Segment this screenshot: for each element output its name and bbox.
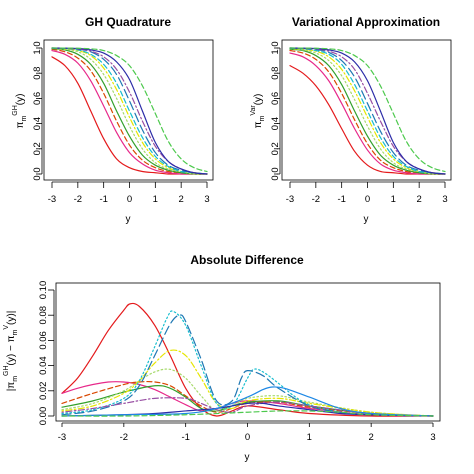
x-axis-label: y: [364, 214, 369, 225]
y-tick-label: 0.6: [32, 92, 43, 105]
x-tick-label: -2: [74, 194, 82, 205]
x-tick-label: -3: [286, 194, 294, 205]
y-tick-label: 0.0: [270, 167, 281, 180]
y-axis-label: |πmGH(y) − πmV(y)|: [3, 311, 19, 392]
y-tick-label: 0.4: [270, 117, 281, 130]
x-tick-label: 3: [204, 194, 209, 205]
series-line: [51, 47, 208, 173]
series-line: [61, 397, 434, 417]
y-tick-label: 0.06: [38, 331, 49, 350]
series-line: [61, 381, 434, 417]
x-axis-label: y: [245, 452, 250, 463]
series-line: [289, 48, 446, 175]
y-tick-label: 0.08: [38, 306, 49, 325]
variational-approximation-panel: Variational Approximation y πmVar(y) -3-…: [250, 15, 452, 225]
y-tick-label: 0.00: [38, 407, 49, 426]
series-line: [61, 386, 434, 417]
y-tick-label: 0.8: [32, 67, 43, 80]
y-axis: 0.0 0.2 0.4 0.6 0.8 1.0: [270, 41, 281, 180]
y-tick-label: 0.04: [38, 356, 49, 375]
series-line: [51, 47, 208, 175]
y-tick-label: 0.4: [32, 117, 43, 130]
y-axis-label: πmGH(y): [12, 94, 28, 129]
absolute-difference-panel: Absolute Difference y |πmGH(y) − πmV(y)|…: [3, 253, 441, 463]
x-tick-label: -1: [181, 432, 189, 443]
series-line: [51, 47, 208, 175]
x-tick-label: 1: [153, 194, 158, 205]
x-tick-label: 0: [365, 194, 370, 205]
x-tick-label: 1: [307, 432, 312, 443]
x-tick-label: -1: [337, 194, 345, 205]
series-line: [61, 368, 434, 417]
series-line: [61, 402, 434, 417]
x-tick-label: -2: [312, 194, 320, 205]
x-axis: -3 -2 -1 0 1 2 3: [58, 422, 436, 443]
series-lines: [61, 302, 434, 417]
series-lines: [289, 47, 446, 175]
series-line: [289, 52, 446, 175]
series-line: [289, 47, 446, 173]
series-line: [61, 310, 434, 417]
series-line: [51, 47, 208, 175]
x-tick-label: 0: [127, 194, 132, 205]
series-line: [51, 56, 208, 175]
x-tick-label: 2: [369, 432, 374, 443]
series-lines: [51, 47, 208, 175]
series-line: [51, 48, 208, 175]
x-axis: -3 -2 -1 0 1 2 3: [286, 181, 448, 205]
x-tick-label: -1: [99, 194, 107, 205]
y-tick-label: 0.02: [38, 382, 49, 401]
y-axis: 0.00 0.02 0.04 0.06 0.08 0.10: [38, 281, 55, 426]
y-tick-label: 0.2: [270, 142, 281, 155]
series-line: [61, 349, 434, 417]
y-tick-label: 0.10: [38, 281, 49, 300]
series-line: [51, 48, 208, 175]
panel-title: Absolute Difference: [190, 253, 304, 267]
x-axis: -3 -2 -1 0 1 2 3: [48, 181, 210, 205]
x-axis-label: y: [126, 214, 131, 225]
y-tick-label: 0.6: [270, 92, 281, 105]
y-tick-label: 0.8: [270, 67, 281, 80]
plot-frame: [55, 282, 441, 422]
y-axis: 0.0 0.2 0.4 0.6 0.8 1.0: [32, 41, 43, 180]
y-tick-label: 0.2: [32, 142, 43, 155]
series-line: [61, 314, 434, 417]
x-tick-label: 2: [179, 194, 184, 205]
plot-frame: [281, 39, 452, 181]
series-line: [51, 49, 208, 175]
series-line: [289, 47, 446, 175]
panel-title: Variational Approximation: [292, 15, 440, 29]
x-tick-label: 0: [245, 432, 250, 443]
x-tick-label: -3: [58, 432, 66, 443]
y-tick-label: 0.0: [32, 167, 43, 180]
series-line: [51, 47, 208, 175]
x-tick-label: -3: [48, 194, 56, 205]
series-line: [61, 380, 434, 417]
x-tick-label: 3: [442, 194, 447, 205]
series-line: [289, 49, 446, 175]
x-tick-label: 2: [417, 194, 422, 205]
x-tick-label: 3: [430, 432, 435, 443]
y-tick-label: 1.0: [270, 41, 281, 54]
x-tick-label: -2: [120, 432, 128, 443]
series-line: [61, 302, 434, 417]
y-tick-label: 1.0: [32, 41, 43, 54]
series-line: [61, 410, 434, 417]
y-axis-label: πmVar(y): [250, 94, 266, 129]
plot-frame: [43, 39, 214, 181]
panel-title: GH Quadrature: [85, 15, 171, 29]
series-line: [289, 48, 446, 175]
x-tick-label: 1: [391, 194, 396, 205]
gh-quadrature-panel: GH Quadrature y πmGH(y) -3 -2 -1 0 1 2 3 0.0 0.2…: [12, 15, 214, 225]
